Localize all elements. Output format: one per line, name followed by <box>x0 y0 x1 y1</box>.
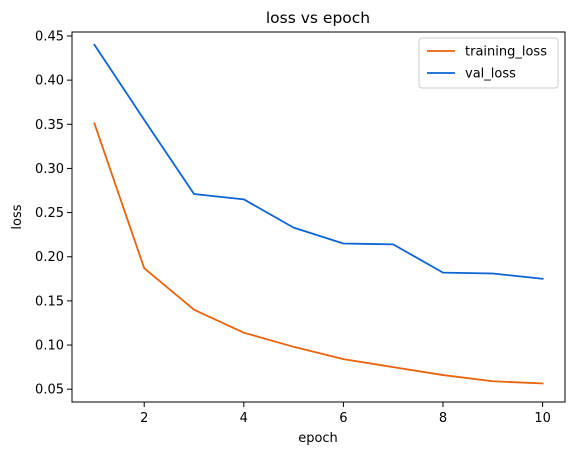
y-tick-label: 0.45 <box>35 29 64 44</box>
x-tick-label: 2 <box>140 411 148 426</box>
axes-frame <box>71 31 566 403</box>
y-tick-label: 0.05 <box>35 383 64 398</box>
series-line-training_loss <box>93 122 544 385</box>
y-tick-label: 0.30 <box>35 162 64 177</box>
x-tick-label: 8 <box>439 411 447 426</box>
x-axis-label: epoch <box>298 431 338 446</box>
y-tick-label: 0.35 <box>35 118 64 133</box>
chart-title: loss vs epoch <box>266 9 370 27</box>
legend: training_loss val_loss <box>418 37 559 89</box>
y-axis-label: loss <box>10 204 25 229</box>
x-tick-label: 10 <box>534 411 551 426</box>
axis-ticks: 2 4 6 8 10 0.05 0.10 0.15 0.20 0.25 0.30 0.35 0.40 0.… <box>35 29 551 426</box>
plot-area <box>71 31 566 403</box>
y-tick-label: 0.20 <box>35 250 64 265</box>
y-tick-label: 0.15 <box>35 294 64 309</box>
legend-label-val_loss: val_loss <box>465 67 516 82</box>
y-tick-label: 0.40 <box>35 74 64 89</box>
legend-label-training_loss: training_loss <box>465 45 547 60</box>
y-tick-label: 0.10 <box>35 339 64 354</box>
x-tick-label: 4 <box>240 411 248 426</box>
x-tick-label: 6 <box>339 411 347 426</box>
y-tick-label: 0.25 <box>35 206 64 221</box>
series-line-val_loss <box>93 43 544 280</box>
